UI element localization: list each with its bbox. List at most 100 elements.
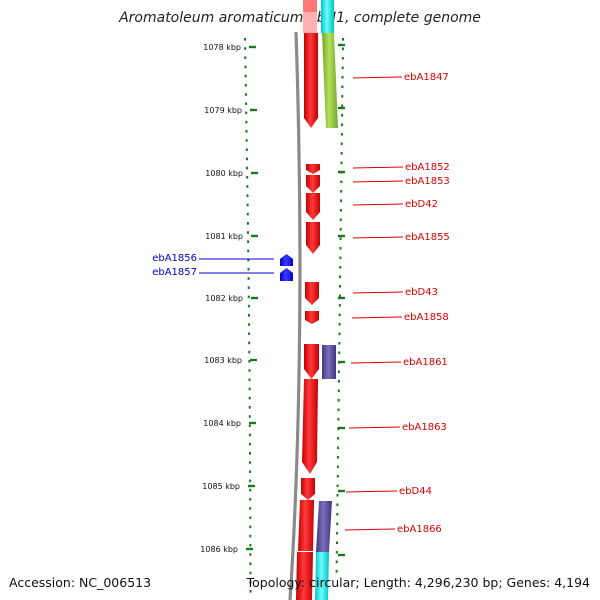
leader-line: [352, 203, 404, 206]
ring-dot: [244, 84, 247, 87]
ring-dot: [248, 323, 251, 326]
ring-dot: [341, 47, 344, 51]
ring-dot: [248, 332, 251, 335]
ring-dot: [341, 95, 344, 98]
tick-label: 1086 kbp: [200, 545, 238, 554]
gene-ebA1852: [306, 164, 320, 174]
ring-dot: [247, 268, 250, 271]
ring-dot: [248, 314, 250, 317]
ring-dot: [249, 507, 252, 510]
ring-dot: [336, 513, 339, 516]
ring-dot: [246, 166, 249, 170]
ring-dot: [339, 275, 342, 279]
kbp-axis: 1078 kbp 1079 kbp 1080 kbp 1081 kbp 1082 kbp…: [200, 43, 345, 557]
ring-dot: [339, 237, 342, 241]
ring-dot: [336, 503, 339, 507]
topology-text: Topology: circular; Length: 4,296,230 bp…: [246, 575, 590, 590]
leader-line: [352, 180, 404, 183]
ring-dot: [337, 456, 339, 459]
gene-ebA1853: [306, 175, 320, 193]
feature-purple: [316, 501, 332, 552]
ring-dot: [338, 351, 341, 355]
tick-mark: [338, 106, 345, 110]
gene-label-ebA1863: ebA1863: [402, 422, 447, 433]
ring-dot: [245, 139, 248, 142]
ring-dot: [337, 408, 340, 412]
ring-dot: [338, 323, 341, 326]
ring-dot: [335, 551, 338, 554]
tick-mark: [338, 170, 345, 174]
tick-label: 1079 kbp: [204, 106, 242, 115]
ring-dot: [337, 418, 340, 421]
ring-dot: [341, 85, 344, 89]
ring-dot: [247, 258, 250, 262]
ring-dot: [341, 76, 344, 79]
ring-dot: [340, 190, 343, 193]
map-title: Aromatoleum aromaticum EbN1, complete ge…: [119, 10, 481, 26]
feature-purple: [322, 345, 336, 379]
ring-dot: [335, 570, 338, 573]
ring-dot: [339, 266, 342, 269]
gene-ebA1858: [305, 311, 319, 324]
tick-mark: [338, 234, 345, 238]
ring-dot: [247, 277, 250, 280]
ring-dot: [247, 240, 250, 243]
ring-dot: [336, 484, 339, 488]
ring-dot: [249, 498, 252, 501]
ring-dot: [337, 380, 340, 383]
gene-ebA1857: [280, 268, 293, 281]
tick-mark: [338, 553, 345, 557]
ring-dot: [338, 332, 341, 336]
ring-dot: [249, 534, 252, 538]
ring-dot: [249, 590, 252, 593]
gene-prev: [303, 0, 317, 12]
gene-label-ebD42: ebD42: [405, 199, 438, 210]
outer-dotted-ring: [244, 38, 252, 593]
ring-dot: [245, 120, 248, 124]
ring-dot: [340, 152, 343, 155]
ring-dot: [249, 544, 252, 547]
tick-mark: [251, 296, 258, 300]
ring-dot: [339, 256, 342, 260]
ring-dot: [249, 516, 252, 519]
ring-dot: [248, 424, 251, 427]
ring-dot: [244, 93, 247, 96]
ring-dot: [341, 114, 344, 117]
ring-dot: [246, 222, 249, 225]
ring-dot: [340, 133, 343, 136]
tick-label: 1083 kbp: [204, 356, 242, 365]
backbone-line: [288, 31, 302, 600]
gene-track: [280, 0, 320, 600]
gene-label-ebA1852: ebA1852: [405, 162, 450, 173]
tick-mark: [338, 426, 345, 430]
leader-line: [351, 316, 403, 319]
ring-dot: [339, 228, 342, 231]
gene-ebD42: [306, 193, 320, 220]
gene-label-ebD44: ebD44: [399, 486, 432, 497]
ring-dot: [249, 461, 251, 464]
ring-dot: [248, 378, 251, 381]
tick-mark: [338, 296, 345, 300]
ring-dot: [246, 176, 249, 179]
ring-dot: [338, 370, 340, 374]
tick-mark: [338, 489, 345, 493]
leader-line: [348, 426, 401, 429]
ring-dot: [247, 231, 249, 234]
ring-dot: [248, 360, 251, 363]
ring-dot: [248, 442, 251, 446]
tick-label: 1084 kbp: [203, 419, 241, 428]
tick-label: 1081 kbp: [205, 232, 243, 241]
ring-dot: [342, 38, 344, 41]
tick-mark: [249, 45, 256, 49]
ring-dot: [339, 209, 342, 212]
leader-line: [345, 490, 398, 493]
gene-ebA1863: [302, 379, 318, 474]
ring-dot: [244, 47, 247, 50]
tick-mark: [248, 484, 255, 488]
ring-dot: [244, 65, 247, 69]
feature-cyan-bottom: [315, 552, 329, 600]
ring-dot: [248, 415, 251, 418]
tick-label: 1080 kbp: [205, 169, 243, 178]
ring-dot: [244, 56, 247, 59]
ring-dot: [338, 294, 341, 298]
